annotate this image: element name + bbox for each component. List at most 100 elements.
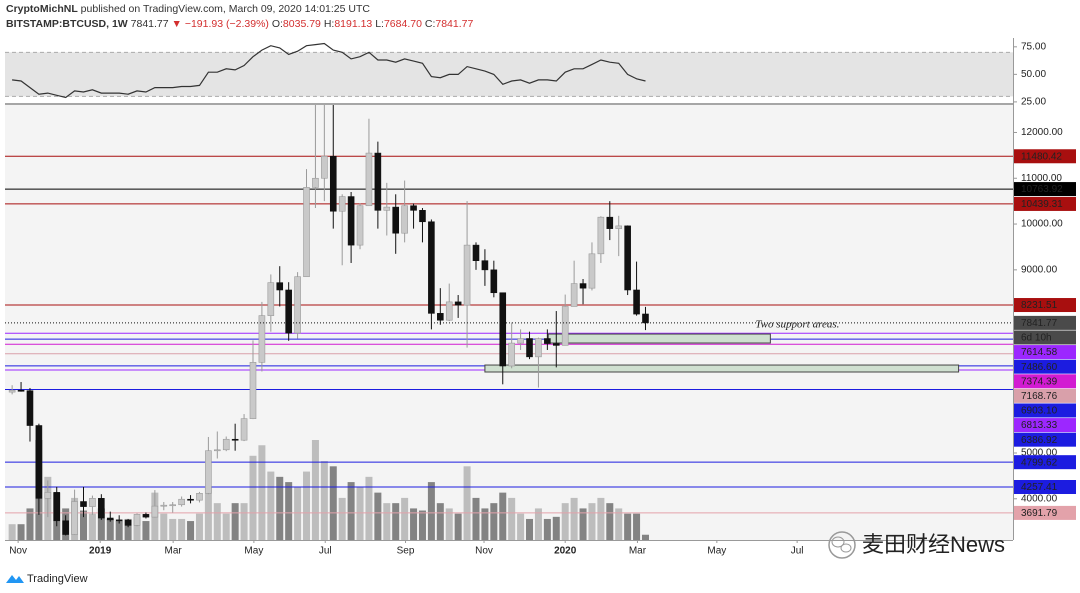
volume-bar <box>543 518 551 540</box>
volume-bar <box>365 476 373 540</box>
volume-bar <box>347 482 355 540</box>
ohlc-c-key: C: <box>425 18 436 30</box>
y-tick-label: 11000.00 <box>1021 173 1062 184</box>
volume-bar <box>597 497 605 540</box>
ohlc-l-key: L: <box>375 18 384 30</box>
countdown-label: 6d 10h <box>1021 333 1052 344</box>
volume-bar <box>294 487 302 540</box>
candle-body <box>267 282 275 316</box>
support-zone <box>484 364 960 373</box>
volume-bar <box>606 503 614 540</box>
candle-body <box>428 221 435 314</box>
x-tick-label: Jul <box>791 546 804 557</box>
x-tick-label: 2019 <box>89 546 112 557</box>
level-label-bg <box>1014 418 1076 433</box>
symbol: BITSTAMP:BTCUSD, 1W <box>6 18 128 30</box>
rsi-tick-label: 75.00 <box>1021 41 1046 52</box>
volume-bar <box>570 497 578 540</box>
level-label: 10439.31 <box>1021 199 1063 210</box>
y-tick-label: 4000.00 <box>1021 493 1058 504</box>
candle-body <box>374 152 382 211</box>
candle-body <box>142 514 150 518</box>
candle-body <box>115 519 123 522</box>
support-zone <box>547 333 771 344</box>
volume-bar <box>508 497 516 540</box>
level-label: 8231.51 <box>1021 300 1058 311</box>
author: CryptoMichNL <box>6 3 78 15</box>
level-label-bg <box>1014 345 1076 360</box>
volume-bar <box>436 503 444 540</box>
volume-bar <box>231 503 239 540</box>
candle-body <box>392 206 400 234</box>
candle-body <box>508 342 515 367</box>
candle-body <box>205 450 212 494</box>
volume-bar <box>258 445 266 540</box>
ohlc-h-key: H: <box>324 18 335 30</box>
level-label-bg <box>1014 505 1076 520</box>
candle-body <box>53 492 61 522</box>
candle-body <box>187 498 194 501</box>
candle-body <box>294 276 301 334</box>
level-label-bg <box>1014 359 1076 374</box>
y-tick-label: 9000.00 <box>1021 264 1058 275</box>
candle-body <box>89 498 96 507</box>
level-label: 3691.79 <box>1021 508 1058 519</box>
annotation: Two support areas. <box>755 319 839 331</box>
candle-body <box>151 505 159 518</box>
candle-body <box>642 313 649 324</box>
watermark: 麦田财经News <box>828 531 1005 559</box>
x-tick-label: Nov <box>9 546 27 557</box>
volume-bar <box>195 513 203 540</box>
volume-bar <box>454 513 462 540</box>
volume-bar <box>106 518 114 540</box>
volume-bar <box>285 482 293 540</box>
level-label-bg <box>1014 182 1076 197</box>
level-label: 10763.92 <box>1021 184 1063 195</box>
candle-body <box>615 225 623 229</box>
volume-bar <box>490 503 498 540</box>
x-tick-label: Mar <box>165 546 183 557</box>
candle-body <box>338 196 346 212</box>
level-label: 7486.60 <box>1021 362 1058 373</box>
candle-body <box>231 438 239 441</box>
level-label-bg <box>1014 455 1076 470</box>
publish-info: published on TradingView.com, March 09, … <box>81 3 371 15</box>
x-tick-label: Mar <box>629 546 647 557</box>
candle-body <box>365 152 373 207</box>
x-tick-label: Jul <box>319 546 332 557</box>
candle-body <box>624 225 631 291</box>
candle-body <box>258 315 266 363</box>
volume-bar <box>463 466 471 540</box>
volume-bar <box>311 440 319 540</box>
candle-body <box>178 498 185 506</box>
volume-bar <box>329 466 337 540</box>
volume-bar <box>526 518 534 540</box>
candle-body <box>517 338 524 344</box>
candle-body <box>463 244 471 306</box>
candle-body <box>214 449 221 452</box>
candle-body <box>240 418 248 441</box>
volume-bar <box>267 471 275 540</box>
price-plot <box>5 105 1013 540</box>
volume-bar <box>410 508 418 540</box>
volume-bar <box>17 524 25 540</box>
volume-bar <box>472 497 480 540</box>
price-axis: 12000.00 11000.00 10000.00 9000.00 5000.00 40… <box>1013 127 1076 520</box>
volume-bar <box>320 461 328 540</box>
level-label: 4799.62 <box>1021 457 1058 468</box>
volume-bar <box>26 508 34 540</box>
candle-body <box>597 216 605 255</box>
watermark-text: 麦田财经News <box>862 532 1005 557</box>
candle-body <box>312 177 319 188</box>
candle-body <box>17 389 25 392</box>
level-label: 6903.10 <box>1021 406 1058 417</box>
candle-body <box>44 492 52 499</box>
candle-body <box>285 289 292 334</box>
candle-body <box>133 514 141 526</box>
candle-body <box>410 205 417 211</box>
candle-body <box>321 155 328 179</box>
candle-body <box>356 205 364 246</box>
ohlc-o-key: O: <box>272 18 283 30</box>
header-line1: CryptoMichNL published on TradingView.co… <box>6 3 370 15</box>
